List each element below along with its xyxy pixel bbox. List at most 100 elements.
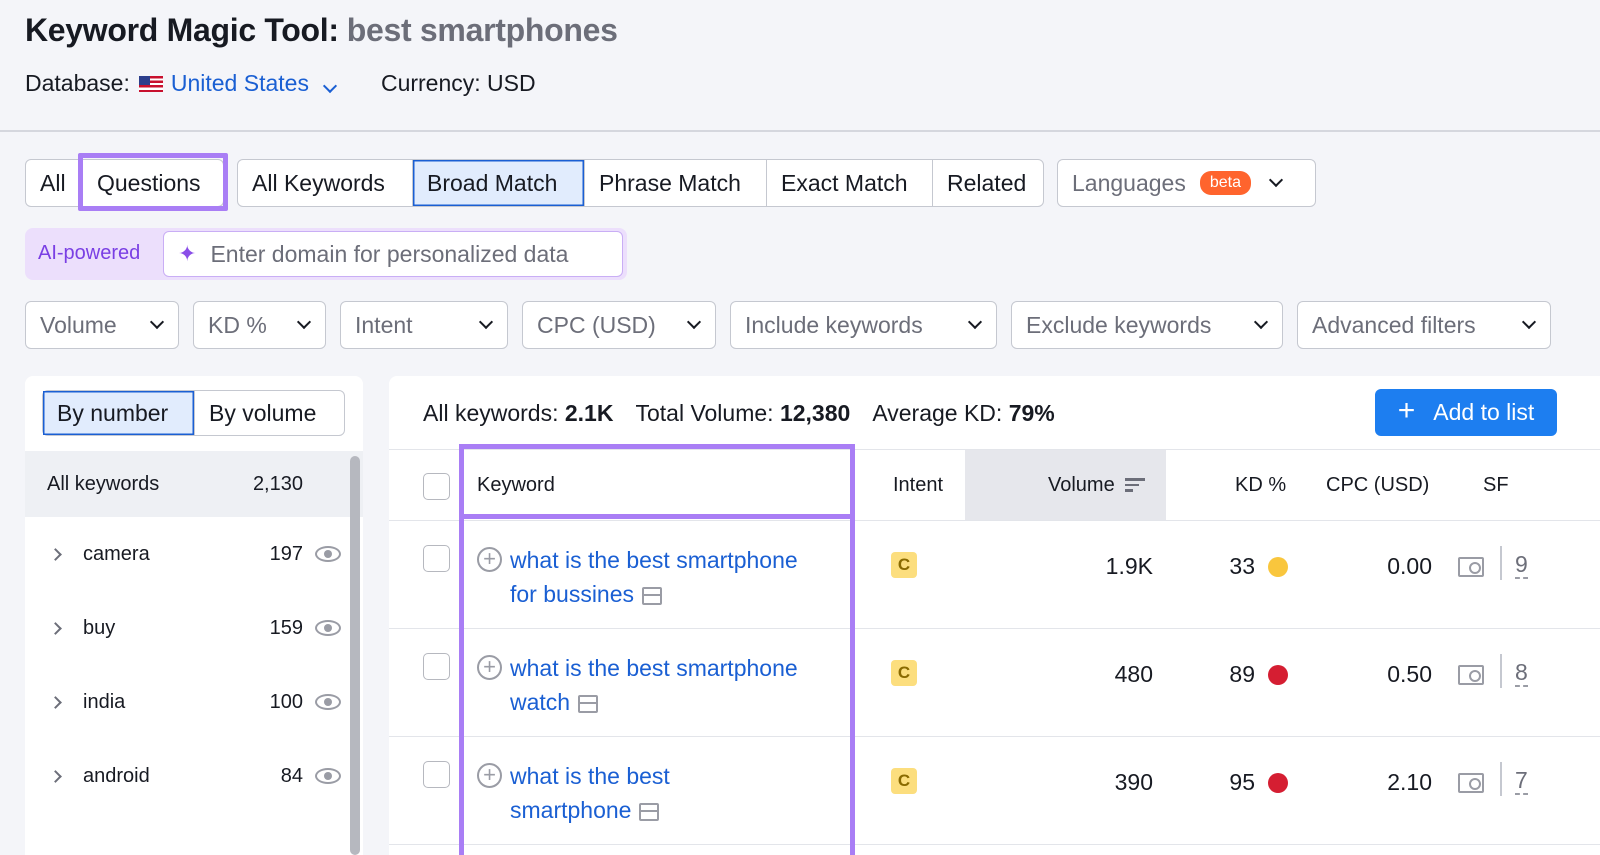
tool-name: Keyword Magic Tool: xyxy=(25,12,339,48)
add-to-list-label[interactable]: Add to list xyxy=(1433,399,1535,425)
add-keyword-icon[interactable]: + xyxy=(477,763,502,788)
chevron-down-icon[interactable] xyxy=(1268,172,1284,188)
group-item[interactable]: android 84 xyxy=(25,756,363,796)
serp-icon[interactable] xyxy=(578,694,599,713)
header-kd[interactable]: KD % xyxy=(1235,473,1287,496)
row-checkbox[interactable] xyxy=(423,761,450,788)
filter-label[interactable]: Advanced filters xyxy=(1312,311,1476,338)
add-to-list-button[interactable]: + Add to list xyxy=(1375,389,1557,436)
tab-broad-match[interactable]: Broad Match xyxy=(412,160,584,206)
filter-label[interactable]: KD % xyxy=(208,311,267,338)
plus-icon[interactable]: + xyxy=(1397,394,1416,427)
all-keywords-group[interactable]: All keywords 2,130 xyxy=(25,451,363,517)
filter-label[interactable]: Exclude keywords xyxy=(1026,311,1212,338)
group-name[interactable]: india xyxy=(83,690,126,713)
add-keyword-icon[interactable]: + xyxy=(477,655,502,680)
toggle-by-number[interactable]: By number xyxy=(43,391,194,435)
header-volume[interactable]: Volume xyxy=(1048,450,1145,520)
eye-icon[interactable] xyxy=(315,546,341,562)
domain-input[interactable]: ✦ Enter domain for personalized data xyxy=(163,231,623,277)
keyword-text[interactable]: for bussines xyxy=(510,581,635,607)
group-name[interactable]: camera xyxy=(83,542,150,565)
row-checkbox[interactable] xyxy=(423,653,450,680)
header-keyword[interactable]: Keyword xyxy=(477,473,555,496)
groups-scrollbar[interactable] xyxy=(350,456,360,855)
filter-label[interactable]: Include keywords xyxy=(745,311,923,338)
chevron-down-icon[interactable] xyxy=(967,314,983,330)
select-all-checkbox[interactable] xyxy=(423,473,450,500)
keyword-text[interactable]: watch xyxy=(510,689,571,715)
chevron-right-icon[interactable] xyxy=(49,547,62,561)
tab-all-keywords[interactable]: All Keywords xyxy=(252,169,385,196)
chevron-right-icon[interactable] xyxy=(49,621,62,635)
eye-icon[interactable] xyxy=(315,768,341,784)
keyword-text[interactable]: what is the best xyxy=(510,763,670,789)
add-keyword-icon[interactable]: + xyxy=(477,547,502,572)
header-cpc[interactable]: CPC (USD) xyxy=(1326,473,1430,496)
chevron-down-icon[interactable] xyxy=(149,314,165,330)
row-checkbox[interactable] xyxy=(423,545,450,572)
group-count: 100 xyxy=(269,690,303,713)
filter-cpc[interactable]: CPC (USD) xyxy=(522,301,716,349)
chevron-right-icon[interactable] xyxy=(49,695,62,709)
chevron-down-icon[interactable] xyxy=(1521,314,1537,330)
chevron-down-icon[interactable] xyxy=(1253,314,1269,330)
chevron-down-icon[interactable] xyxy=(296,314,312,330)
eye-icon[interactable] xyxy=(315,620,341,636)
eye-icon[interactable] xyxy=(315,694,341,710)
chevron-down-icon[interactable] xyxy=(478,314,494,330)
tab-related[interactable]: Related xyxy=(932,160,1043,206)
keyword-link[interactable]: what is the best smartphone xyxy=(510,759,840,827)
header-sf[interactable]: SF xyxy=(1483,473,1509,496)
sort-descending-icon[interactable] xyxy=(1124,475,1145,495)
serp-features-icon[interactable] xyxy=(1458,665,1484,685)
keyword-link[interactable]: what is the best smartphone watch xyxy=(510,651,840,719)
filter-label[interactable]: Intent xyxy=(355,311,413,338)
tab-all[interactable]: All xyxy=(40,169,66,196)
keyword-link[interactable]: what is the best smartphone for bussines xyxy=(510,543,840,611)
tab-questions[interactable]: Questions xyxy=(97,169,201,196)
tab-phrase-match[interactable]: Phrase Match xyxy=(584,160,766,206)
group-item[interactable]: camera 197 xyxy=(25,534,363,574)
languages-dropdown[interactable]: Languages beta xyxy=(1057,159,1316,207)
summary-label: All keywords: xyxy=(423,400,559,426)
kd-value: 95 xyxy=(1229,769,1255,795)
group-name[interactable]: buy xyxy=(83,616,116,639)
tab-exact-match[interactable]: Exact Match xyxy=(766,160,932,206)
domain-placeholder[interactable]: Enter domain for personalized data xyxy=(210,240,569,267)
group-name[interactable]: android xyxy=(83,764,150,787)
serp-features-count[interactable]: 8 xyxy=(1515,659,1528,687)
group-sort-toggle: By number By volume xyxy=(42,390,345,436)
group-item[interactable]: india 100 xyxy=(25,682,363,722)
filter-intent[interactable]: Intent xyxy=(340,301,508,349)
database-value[interactable]: United States xyxy=(170,70,309,96)
filter-advanced[interactable]: Advanced filters xyxy=(1297,301,1551,349)
group-item[interactable]: buy 159 xyxy=(25,608,363,648)
summary-value: 12,380 xyxy=(779,400,851,426)
header-volume-label[interactable]: Volume xyxy=(1048,473,1115,496)
serp-icon[interactable] xyxy=(642,586,663,605)
header-intent[interactable]: Intent xyxy=(893,473,944,496)
keyword-text[interactable]: what is the best smartphone xyxy=(510,547,798,573)
filter-volume[interactable]: Volume xyxy=(25,301,179,349)
chevron-right-icon[interactable] xyxy=(49,769,62,783)
toggle-by-volume[interactable]: By volume xyxy=(194,391,344,435)
serp-features-count[interactable]: 9 xyxy=(1515,551,1528,579)
filter-exclude-keywords[interactable]: Exclude keywords xyxy=(1011,301,1283,349)
keyword-text[interactable]: what is the best smartphone xyxy=(510,655,798,681)
filter-include-keywords[interactable]: Include keywords xyxy=(730,301,997,349)
serp-features-icon[interactable] xyxy=(1458,557,1484,577)
chevron-down-icon[interactable] xyxy=(686,314,702,330)
serp-features-count[interactable]: 7 xyxy=(1515,767,1528,795)
chevron-down-icon[interactable] xyxy=(322,78,338,94)
filter-label[interactable]: Volume xyxy=(40,311,117,338)
filter-label[interactable]: CPC (USD) xyxy=(537,311,656,338)
group-count: 2,130 xyxy=(252,472,303,495)
keyword-text[interactable]: smartphone xyxy=(510,797,632,823)
table-row: + what is the best smartphone C 390 95 2.… xyxy=(389,737,1600,845)
serp-features-icon[interactable] xyxy=(1458,773,1484,793)
filter-kd[interactable]: KD % xyxy=(193,301,326,349)
serp-icon[interactable] xyxy=(639,802,660,821)
database-selector[interactable]: United States xyxy=(171,70,341,97)
kd-indicator-dot xyxy=(1268,773,1288,793)
